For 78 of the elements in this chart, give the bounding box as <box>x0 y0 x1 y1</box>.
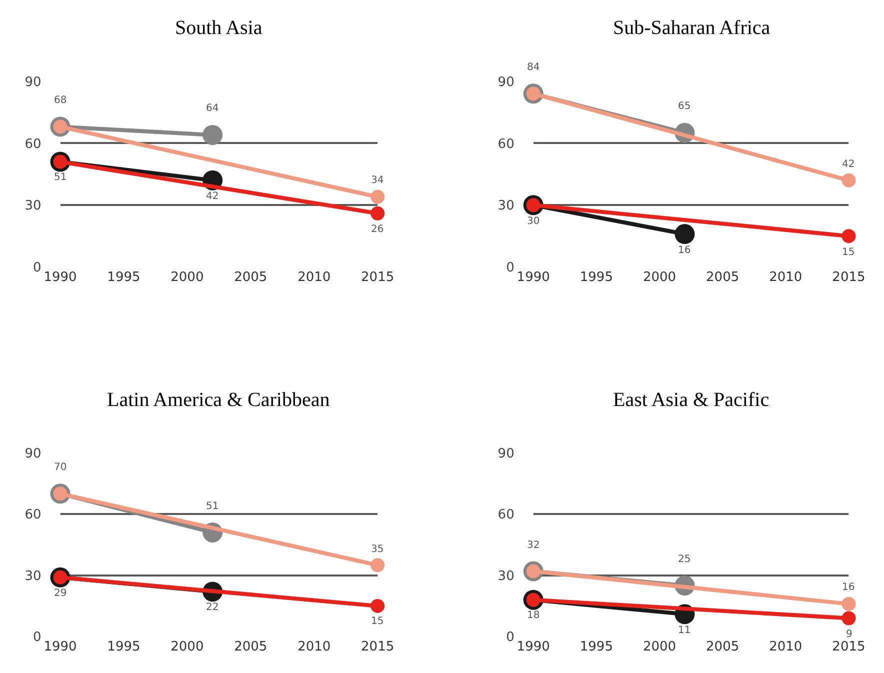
y-tick-label: 0 <box>506 260 514 276</box>
x-tick-label: 1995 <box>107 640 140 655</box>
y-tick-label: 0 <box>32 630 42 646</box>
x-tick-label: 2005 <box>706 640 740 655</box>
data-label: 22 <box>206 602 219 613</box>
data-label: 9 <box>846 629 852 640</box>
x-tick-label: 2015 <box>361 640 394 655</box>
x-tick-label: 2010 <box>769 640 802 655</box>
data-label: 25 <box>678 554 691 565</box>
data-label: 70 <box>54 462 67 473</box>
y-tick-label: 0 <box>32 260 42 276</box>
x-tick-label: 2000 <box>170 640 204 655</box>
x-tick-label: 1990 <box>44 270 77 286</box>
x-tick-label: 1990 <box>516 640 550 655</box>
data-label: 51 <box>54 172 67 183</box>
y-tick-label: 60 <box>24 508 42 523</box>
y-tick-label: 60 <box>498 136 514 152</box>
data-label: 68 <box>54 95 67 106</box>
point <box>842 611 856 626</box>
point <box>842 173 856 188</box>
chart-title: Sub-Saharan Africa <box>613 17 770 39</box>
y-tick-label: 30 <box>498 568 514 584</box>
data-label: 84 <box>527 62 540 73</box>
x-tick-label: 2005 <box>706 270 740 286</box>
data-label: 51 <box>206 501 219 512</box>
chart-title: South Asia <box>175 17 262 39</box>
point <box>202 124 223 145</box>
point <box>842 229 856 244</box>
chart-title: Latin America & Caribbean <box>107 389 330 411</box>
y-tick-label: 90 <box>498 446 514 462</box>
x-tick-label: 2010 <box>769 270 802 286</box>
point <box>370 598 385 613</box>
data-label: 29 <box>54 588 67 599</box>
point <box>370 190 385 204</box>
x-tick-label: 2005 <box>234 640 268 655</box>
data-label: 65 <box>678 101 691 112</box>
data-label: 11 <box>678 625 691 636</box>
y-tick-label: 30 <box>24 198 42 214</box>
data-label: 42 <box>842 159 855 170</box>
point <box>370 206 385 220</box>
data-label: 34 <box>371 175 384 186</box>
x-tick-label: 1995 <box>107 270 140 286</box>
x-tick-label: 2000 <box>642 640 676 655</box>
x-tick-label: 1995 <box>580 270 613 286</box>
chart-title: East Asia & Pacific <box>613 389 770 411</box>
point <box>842 596 856 611</box>
x-tick-label: 2015 <box>832 270 866 286</box>
y-tick-label: 60 <box>498 508 514 523</box>
x-tick-label: 1990 <box>516 270 550 286</box>
data-label: 18 <box>527 610 540 621</box>
x-tick-label: 2005 <box>234 270 268 286</box>
x-tick-label: 1995 <box>580 640 613 655</box>
point <box>674 224 695 244</box>
y-tick-label: 30 <box>24 568 42 584</box>
data-label: 16 <box>678 245 691 256</box>
x-tick-label: 2010 <box>298 640 331 655</box>
point <box>370 558 385 572</box>
data-label: 15 <box>371 616 384 627</box>
y-tick-label: 90 <box>498 74 514 90</box>
x-tick-label: 2015 <box>361 270 394 286</box>
data-label: 26 <box>371 224 384 235</box>
x-tick-label: 2000 <box>642 270 676 286</box>
data-label: 42 <box>206 191 219 202</box>
data-label: 30 <box>527 216 540 227</box>
y-tick-label: 30 <box>498 198 514 214</box>
data-label: 35 <box>371 544 384 555</box>
y-tick-label: 90 <box>24 74 42 90</box>
x-tick-label: 1990 <box>44 640 77 655</box>
y-tick-label: 90 <box>24 446 42 462</box>
data-label: 64 <box>206 103 219 114</box>
data-label: 16 <box>842 582 855 593</box>
x-tick-label: 2000 <box>170 270 204 286</box>
data-label: 15 <box>842 247 855 258</box>
data-label: 32 <box>527 540 540 551</box>
y-tick-label: 0 <box>506 630 514 646</box>
x-tick-label: 2015 <box>832 640 866 655</box>
y-tick-label: 60 <box>24 136 42 152</box>
x-tick-label: 2010 <box>298 270 331 286</box>
